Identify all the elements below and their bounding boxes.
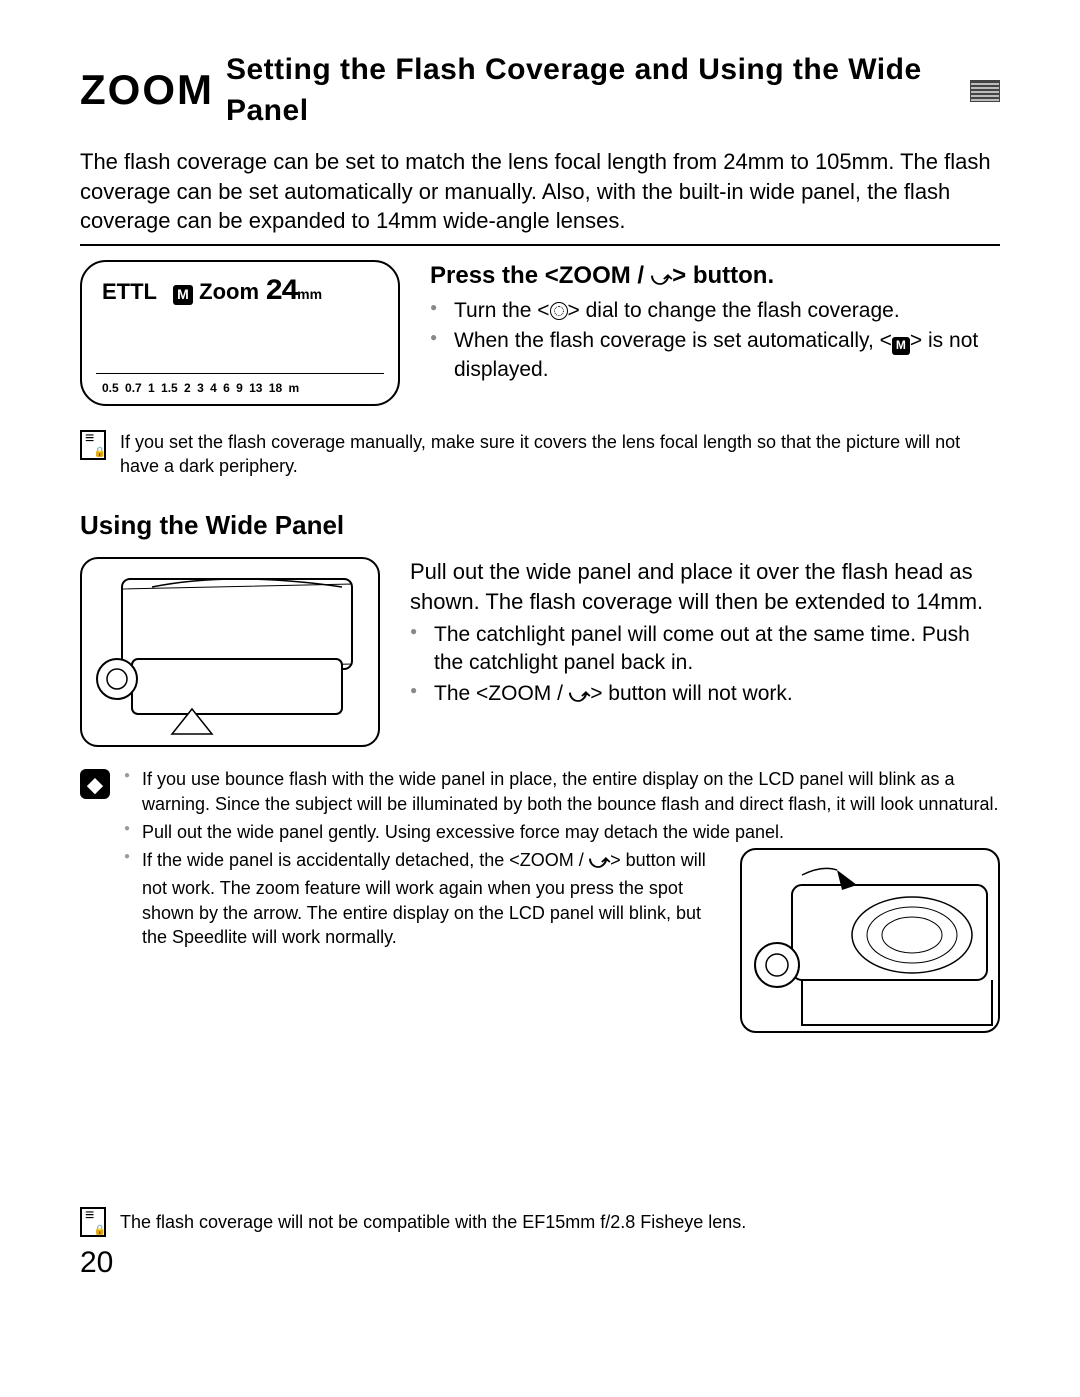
caution-3: If the wide panel is accidentally detach… bbox=[124, 848, 1000, 1033]
caution-icon: ⬥ bbox=[80, 769, 110, 799]
bounce-icon: ⤻ bbox=[651, 266, 672, 293]
step-bullets: Turn the <> dial to change the flash cov… bbox=[430, 297, 1000, 384]
menu-bars-icon bbox=[970, 80, 1000, 102]
bounce-icon: ⤻ bbox=[589, 849, 610, 876]
lcd-and-step-row: ETTL M Zoom 24mm 0.5 0.7 1 1.5 2 3 4 6 9… bbox=[80, 260, 1000, 406]
wide-panel-text: Pull out the wide panel and place it ove… bbox=[410, 557, 1000, 711]
lcd-mm: mm bbox=[297, 286, 322, 302]
note-1-text: If you set the flash coverage manually, … bbox=[120, 430, 1000, 479]
wide-panel-row: Pull out the wide panel and place it ove… bbox=[80, 557, 1000, 747]
lcd-zoom-value: 24 bbox=[265, 275, 297, 309]
wide-panel-heading: Using the Wide Panel bbox=[80, 508, 1000, 543]
step-bullet-1: Turn the <> dial to change the flash cov… bbox=[430, 297, 1000, 325]
wide-panel-bullets: The catchlight panel will come out at th… bbox=[410, 621, 1000, 710]
caution-block: ⬥ If you use bounce flash with the wide … bbox=[80, 767, 1000, 1037]
intro-paragraph: The flash coverage can be set to match t… bbox=[80, 147, 1000, 236]
wide-bullet-2: The <ZOOM / ⤻> button will not work. bbox=[410, 680, 1000, 710]
page-number: 20 bbox=[80, 1243, 1000, 1284]
lcd-m-icon: M bbox=[173, 285, 193, 305]
title-text: Setting the Flash Coverage and Using the… bbox=[226, 50, 958, 131]
step-bullet-2: When the flash coverage is set automatic… bbox=[430, 327, 1000, 384]
title-zoom: ZOOM bbox=[80, 62, 214, 119]
lcd-panel-figure: ETTL M Zoom 24mm 0.5 0.7 1 1.5 2 3 4 6 9… bbox=[80, 260, 400, 406]
bounce-icon: ⤻ bbox=[569, 683, 590, 710]
note-row-1: If you set the flash coverage manually, … bbox=[80, 430, 1000, 479]
lcd-zoom-label: Zoom bbox=[199, 279, 259, 304]
lcd-distance-scale: 0.5 0.7 1 1.5 2 3 4 6 9 13 18 m bbox=[96, 380, 384, 396]
step-block: Press the <ZOOM / ⤻> button. Turn the <>… bbox=[430, 260, 1000, 386]
lcd-line1: ETTL M Zoom 24mm bbox=[96, 272, 384, 374]
step-heading: Press the <ZOOM / ⤻> button. bbox=[430, 260, 1000, 293]
m-icon: M bbox=[892, 337, 910, 355]
note-2-text: The flash coverage will not be compatibl… bbox=[120, 1210, 746, 1234]
intro-divider bbox=[80, 244, 1000, 246]
page-title-row: ZOOM Setting the Flash Coverage and Usin… bbox=[80, 50, 1000, 131]
wide-bullet-1: The catchlight panel will come out at th… bbox=[410, 621, 1000, 678]
caution-list: If you use bounce flash with the wide pa… bbox=[124, 767, 1000, 1037]
caution-1: If you use bounce flash with the wide pa… bbox=[124, 767, 1000, 816]
wide-panel-body: Pull out the wide panel and place it ove… bbox=[410, 557, 1000, 616]
note-row-2: The flash coverage will not be compatibl… bbox=[80, 1207, 1000, 1237]
dial-icon bbox=[550, 302, 568, 320]
note-icon bbox=[80, 1207, 106, 1237]
caution-2: Pull out the wide panel gently. Using ex… bbox=[124, 820, 1000, 844]
flash-detached-figure bbox=[740, 848, 1000, 1033]
flash-wide-panel-figure bbox=[80, 557, 380, 747]
note-icon bbox=[80, 430, 106, 460]
lcd-ettl: ETTL bbox=[102, 277, 157, 307]
